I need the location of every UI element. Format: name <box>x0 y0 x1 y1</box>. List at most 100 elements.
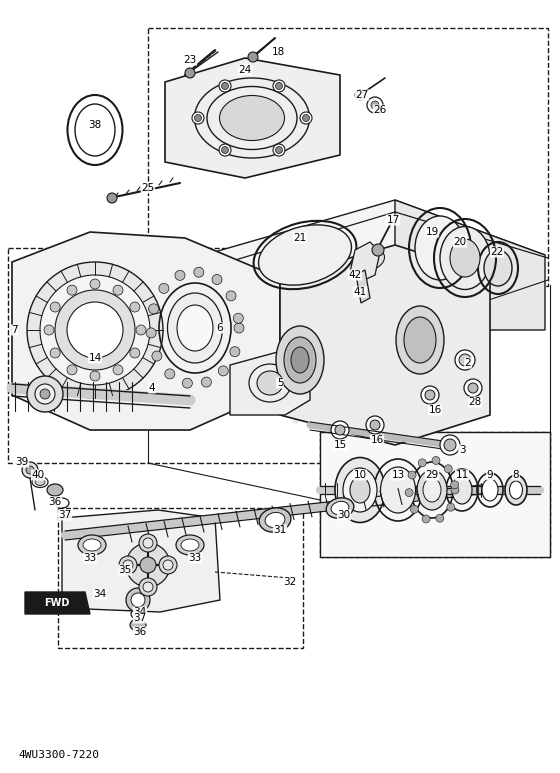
Circle shape <box>302 114 310 121</box>
Circle shape <box>425 390 435 400</box>
Circle shape <box>148 304 158 314</box>
Circle shape <box>126 588 150 612</box>
Text: 41: 41 <box>353 287 367 297</box>
Ellipse shape <box>259 508 291 532</box>
Polygon shape <box>320 432 550 557</box>
Circle shape <box>139 578 157 596</box>
Polygon shape <box>62 510 220 612</box>
Text: 34: 34 <box>133 607 147 617</box>
Ellipse shape <box>181 539 199 551</box>
Circle shape <box>371 101 379 109</box>
Ellipse shape <box>83 539 101 551</box>
Ellipse shape <box>450 239 480 277</box>
Circle shape <box>35 384 55 404</box>
Circle shape <box>140 557 156 573</box>
Text: 25: 25 <box>141 183 155 193</box>
Polygon shape <box>25 592 90 614</box>
Text: 26: 26 <box>374 105 386 115</box>
Text: 5: 5 <box>277 378 283 388</box>
Text: 18: 18 <box>272 47 284 57</box>
Text: 31: 31 <box>273 525 287 535</box>
Circle shape <box>26 466 34 474</box>
Ellipse shape <box>130 619 146 631</box>
Circle shape <box>159 284 169 294</box>
Text: 16: 16 <box>370 435 384 445</box>
Circle shape <box>218 366 228 376</box>
Circle shape <box>212 274 222 284</box>
Ellipse shape <box>331 502 349 515</box>
Ellipse shape <box>343 468 377 512</box>
Ellipse shape <box>326 498 354 518</box>
Text: 24: 24 <box>239 65 251 75</box>
Text: 4WU3300-7220: 4WU3300-7220 <box>18 750 99 760</box>
Text: 7: 7 <box>11 325 17 335</box>
Ellipse shape <box>423 478 441 502</box>
Circle shape <box>405 489 413 496</box>
Text: 32: 32 <box>283 577 297 587</box>
Text: 38: 38 <box>88 120 101 130</box>
Circle shape <box>50 302 60 312</box>
Circle shape <box>139 534 157 552</box>
Circle shape <box>219 80 231 92</box>
Text: 11: 11 <box>455 470 469 480</box>
Circle shape <box>408 471 416 479</box>
Circle shape <box>421 386 439 404</box>
Circle shape <box>202 377 211 387</box>
Circle shape <box>67 302 123 358</box>
Circle shape <box>447 503 455 511</box>
Polygon shape <box>12 232 280 430</box>
Circle shape <box>113 365 123 375</box>
Circle shape <box>444 439 456 451</box>
Circle shape <box>146 328 156 338</box>
Circle shape <box>194 267 204 278</box>
Circle shape <box>451 486 459 494</box>
Ellipse shape <box>35 478 45 485</box>
Ellipse shape <box>417 470 447 510</box>
Circle shape <box>234 323 244 333</box>
Circle shape <box>185 68 195 78</box>
Circle shape <box>40 389 50 399</box>
Circle shape <box>152 351 162 361</box>
Ellipse shape <box>176 535 204 555</box>
Circle shape <box>90 279 100 289</box>
Circle shape <box>273 144 285 156</box>
Text: 14: 14 <box>88 353 101 363</box>
Text: 42: 42 <box>348 270 362 280</box>
Circle shape <box>464 379 482 397</box>
Ellipse shape <box>167 293 222 363</box>
Circle shape <box>422 515 430 523</box>
Circle shape <box>50 348 60 358</box>
Ellipse shape <box>47 484 63 496</box>
Circle shape <box>183 378 192 388</box>
Circle shape <box>436 514 444 523</box>
Circle shape <box>44 325 54 335</box>
Ellipse shape <box>78 535 106 555</box>
Circle shape <box>248 52 258 62</box>
Polygon shape <box>356 270 370 303</box>
Polygon shape <box>280 245 490 445</box>
Circle shape <box>273 80 285 92</box>
Text: 19: 19 <box>426 227 438 237</box>
Text: 17: 17 <box>386 215 400 225</box>
Circle shape <box>219 144 231 156</box>
Text: 3: 3 <box>459 445 465 455</box>
Circle shape <box>113 285 123 295</box>
Text: 34: 34 <box>94 589 106 599</box>
Text: 36: 36 <box>133 627 147 637</box>
Ellipse shape <box>510 481 522 499</box>
Circle shape <box>444 465 452 473</box>
Circle shape <box>331 421 349 439</box>
Text: 30: 30 <box>338 510 351 520</box>
Text: 9: 9 <box>487 470 493 480</box>
Text: 8: 8 <box>513 470 519 480</box>
Text: www.impex.com: www.impex.com <box>167 338 433 482</box>
Ellipse shape <box>482 479 498 501</box>
Ellipse shape <box>350 477 370 503</box>
Circle shape <box>234 313 244 323</box>
Circle shape <box>163 560 173 570</box>
Circle shape <box>468 383 478 393</box>
Ellipse shape <box>396 306 444 374</box>
Circle shape <box>366 416 384 434</box>
Ellipse shape <box>484 250 512 286</box>
Ellipse shape <box>291 347 309 373</box>
